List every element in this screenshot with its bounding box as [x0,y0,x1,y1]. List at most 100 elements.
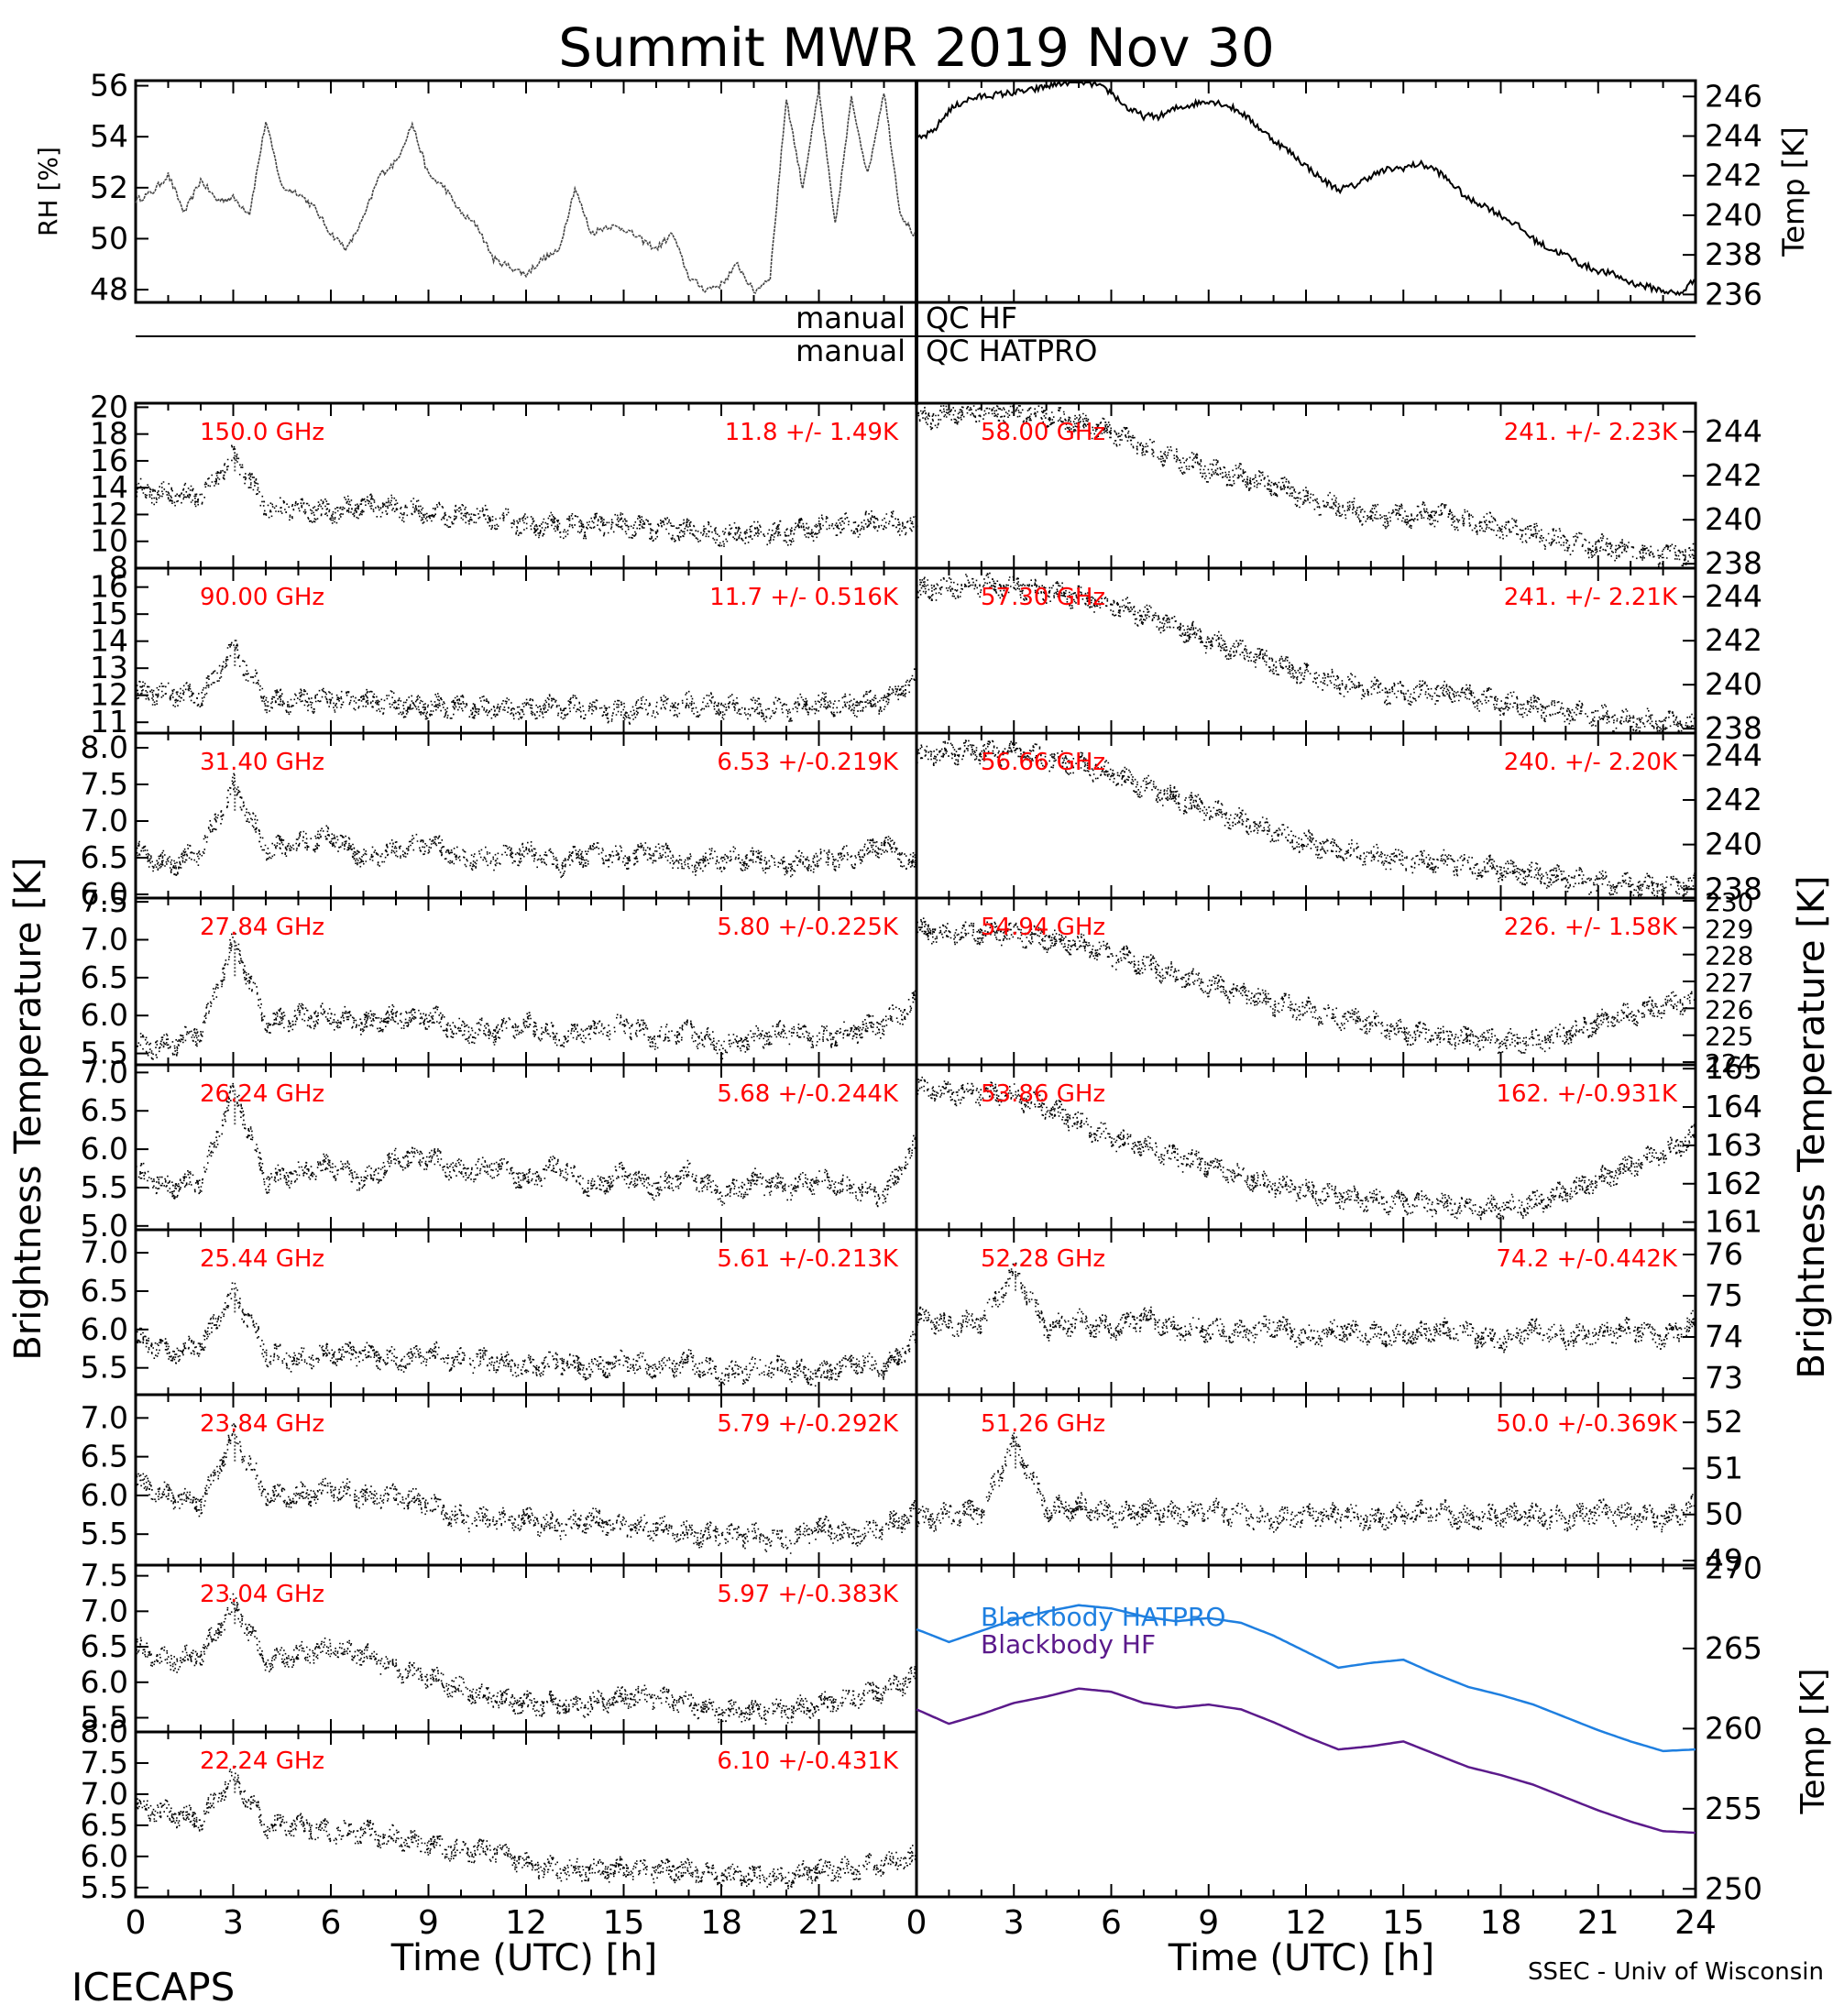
x-tick-label-left: 12 [505,1904,547,1942]
y-tick-label: 162 [1705,1166,1762,1201]
y-tick-label: 165 [1705,1050,1762,1086]
panel-hp-52: 73 74 75 76 52.28 GHz 74.2 +/-0.442K [915,1228,1743,1397]
x-tick-label-right: 9 [1198,1904,1219,1942]
legend-entry-1: Blackbody HF [981,1629,1156,1660]
panel-hf-26: 5.05.56.06.57.0 26.24 GHz 5.68 +/-0.244K [81,1054,918,1244]
x-axis-label-left: Time (UTC) [h] [390,1937,657,1979]
y-tick-label: 7.0 [81,1776,128,1812]
x-tick-label-right: 15 [1382,1904,1424,1942]
scatter-points-hf-23-84 [136,1423,918,1554]
channel-label-hf-25: 25.44 GHz [200,1245,324,1273]
x-tick-label-right: 3 [1004,1904,1025,1942]
y-tick-label: 225 [1705,1022,1753,1052]
figure-title: Summit MWR 2019 Nov 30 [558,16,1274,79]
panel-hp-57: 238 240 242 244 57.30 GHz 241. +/- 2.21K [915,566,1762,746]
x-tick-label-right: 12 [1285,1904,1327,1942]
x-tick-label-right: 0 [906,1904,927,1942]
channel-label-hf-22: 22.24 GHz [200,1748,324,1775]
footer-ssec: SSEC - Univ of Wisconsin [1528,1958,1824,1986]
stat-label-hp-52: 74.2 +/-0.442K [1496,1245,1678,1273]
y-tick-label: 52 [90,170,128,205]
rh-axis-label: RH [%] [33,147,63,236]
channel-label-hp-56: 56.66 GHz [981,749,1105,776]
scatter-points-hf-22 [136,1766,918,1890]
channel-label-hp-58: 58.00 GHz [981,419,1105,446]
y-tick-label: 52 [1705,1404,1743,1440]
y-tick-label: 6.5 [81,1628,128,1664]
y-tick-label: 6.0 [81,1838,128,1874]
panel-hf-22: 5.56.06.57.07.58.0 22.24 GHz 6.10 +/-0.431… [81,1714,918,1905]
y-tick-label: 16 [90,569,128,605]
y-tick-label: 74 [1705,1319,1743,1354]
y-tick-label: 5.5 [81,1516,128,1551]
x-tick-label-left: 9 [418,1904,439,1942]
channel-label-hf-26: 26.24 GHz [200,1080,324,1108]
stat-label-hf-31: 6.53 +/-0.219K [717,749,899,776]
y-tick-label: 6.5 [81,1439,128,1474]
y-tick-label: 7.5 [81,1745,128,1780]
panel-frame-temp [915,79,1697,304]
channel-label-hf-90: 90.00 GHz [200,584,324,611]
panel-hp-56: 238 240 242 244 56.66 GHz 240. +/- 2.20K [915,731,1762,906]
series-line-0 [916,1604,1696,1753]
y-tick-label: 12 [90,496,128,531]
series-line-rh [135,89,917,294]
y-tick-label: 6.0 [81,1664,128,1700]
y-tick-label: 48 [90,271,128,307]
blackbody-axis-label: Temp [K] [1795,1668,1832,1814]
stat-label-hp-57: 241. +/- 2.21K [1504,584,1678,611]
y-tick-label: 6.0 [81,1477,128,1513]
y-tick-label: 240 [1705,197,1762,233]
y-tick-label: 5.5 [81,1169,128,1205]
stat-label-hf-27: 5.80 +/-0.225K [717,914,899,941]
y-tick-label: 227 [1705,968,1753,998]
channel-label-hf-23-84: 23.84 GHz [200,1410,324,1438]
y-tick-label: 244 [1705,578,1762,614]
y-tick-label: 7.0 [81,1593,128,1628]
y-tick-label: 238 [1705,871,1762,906]
y-tick-label: 244 [1705,118,1762,154]
y-tick-label: 6.0 [81,997,128,1033]
x-tick-label-right: 6 [1101,1904,1122,1942]
panel-frame-rh [134,79,918,304]
x-tick-label-right: 21 [1577,1904,1619,1942]
panel-blackbody: 250 255 260 265 270 Blackbody HATPROBlackbody… [915,1550,1762,1906]
y-tick-label: 224 [1705,1048,1753,1079]
channel-label-hf-27: 27.84 GHz [200,914,324,941]
qc-hf-label: QC HF [926,301,1017,335]
y-tick-label: 5.5 [81,1350,128,1386]
y-tick-label: 163 [1705,1127,1762,1163]
x-tick-label-left: 6 [321,1904,342,1942]
y-tick-label: 238 [1705,236,1762,272]
temp-axis-label: Temp [K] [1776,126,1811,257]
channel-label-hf-31: 31.40 GHz [200,749,324,776]
y-tick-label: 50 [90,220,128,256]
y-axis-label-left: Brightness Temperature [K] [7,857,49,1360]
stat-label-hf-25: 5.61 +/-0.213K [717,1245,899,1273]
channel-label-hp-57: 57.30 GHz [981,584,1105,611]
scatter-points-hf-23-04 [136,1593,916,1725]
y-tick-label: 13 [90,650,128,685]
x-axis-label-right: Time (UTC) [h] [1168,1937,1434,1979]
y-tick-label: 8.0 [81,1714,128,1749]
y-tick-label: 228 [1705,941,1753,971]
y-tick-label: 7.0 [81,803,128,838]
y-tick-label: 250 [1705,1870,1762,1906]
panel-hf-27: 5.56.06.57.07.5 27.84 GHz 5.80 +/-0.225K [81,883,918,1071]
y-tick-label: 7.0 [81,1399,128,1435]
y-tick-label: 16 [90,443,128,478]
panel-hf-23-04: 5.56.06.57.07.5 23.04 GHz 5.97 +/-0.383K [81,1558,918,1736]
scatter-points-hp-58 [917,405,1696,567]
y-tick-label: 260 [1705,1710,1762,1746]
y-tick-label: 246 [1705,78,1762,114]
y-tick-label: 15 [90,596,128,631]
y-tick-label: 265 [1705,1630,1762,1666]
y-tick-label: 7.5 [81,1558,128,1594]
series-line-1 [916,1687,1696,1835]
y-tick-label: 242 [1705,457,1762,493]
scatter-points-hf-25 [136,1282,918,1387]
y-tick-label: 5.5 [81,1869,128,1905]
